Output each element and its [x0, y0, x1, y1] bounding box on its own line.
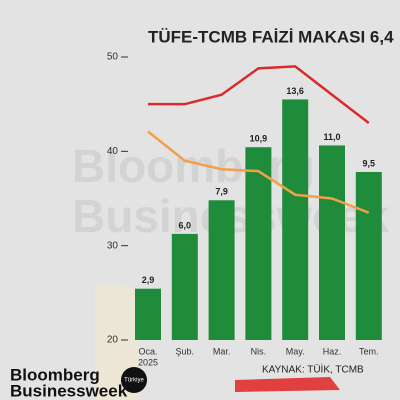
x-tick-label: May. — [286, 346, 305, 356]
bar — [135, 288, 161, 340]
x-tick-label: Nis. — [251, 346, 267, 356]
x-tick-label: Oca. — [138, 346, 157, 356]
value-label: 2,9 — [142, 275, 155, 285]
source: KAYNAK: TÜİK, TCMB — [262, 363, 364, 376]
bar — [319, 145, 345, 340]
value-label: 11,0 — [323, 132, 340, 142]
bar — [245, 147, 272, 340]
value-label: 9,5 — [363, 158, 376, 168]
x-tick-label: Haz. — [323, 346, 342, 356]
y-tick-label: 30 — [107, 240, 119, 251]
logo: Bloomberg — [10, 365, 100, 384]
decor — [235, 377, 340, 392]
badge — [121, 367, 147, 393]
badge-text: Türkiye — [124, 378, 144, 384]
y-tick-label: 20 — [107, 335, 119, 346]
bar — [208, 200, 235, 340]
value-label: 7,9 — [215, 187, 228, 197]
watermark: Bloomberg — [72, 140, 315, 192]
x-tick-label: Mar. — [213, 346, 231, 356]
bar — [282, 99, 309, 340]
y-tick-label: 50 — [107, 52, 119, 63]
logo: Businessweek — [10, 381, 128, 400]
x-tick-label: 2025 — [138, 357, 158, 367]
value-label: 13,6 — [286, 86, 304, 96]
line — [147, 130, 370, 214]
bar — [355, 171, 382, 340]
y-tick-label: 40 — [107, 146, 119, 157]
chart-title: TÜFE-TCMB FAİZİ MAKASI 6,4 — [148, 27, 394, 46]
bar — [171, 233, 198, 340]
value-label: 6,0 — [179, 220, 192, 230]
value-label: 10,9 — [250, 134, 268, 144]
x-tick-label: Şub. — [176, 346, 195, 356]
line — [148, 65, 370, 125]
x-tick-label: Tem. — [359, 346, 379, 356]
